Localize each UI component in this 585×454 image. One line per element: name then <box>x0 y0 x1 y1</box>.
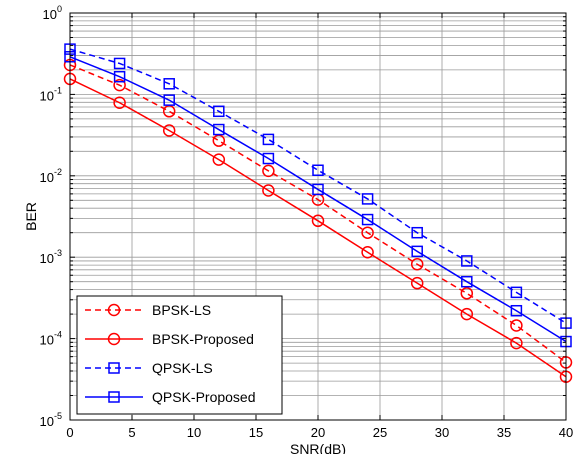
y-tick-base: 10 <box>40 170 54 185</box>
y-tick-base: 10 <box>43 7 57 22</box>
series-line <box>69 56 567 343</box>
legend-item: QPSK-LS <box>85 360 213 376</box>
data-point <box>460 287 474 300</box>
y-tick-label: 10-4 <box>40 330 62 348</box>
data-point <box>312 164 324 176</box>
y-tick-label: 10-5 <box>40 411 62 429</box>
data-point <box>361 246 374 259</box>
x-tick-label: 0 <box>66 425 73 440</box>
data-point <box>213 105 225 118</box>
x-axis-label: SNR(dB) <box>290 441 346 454</box>
x-tick-label: 30 <box>435 425 449 440</box>
data-point <box>113 96 126 109</box>
x-tick-label: 5 <box>128 425 135 440</box>
legend-label: BPSK-Proposed <box>152 331 254 347</box>
data-point <box>510 336 523 350</box>
legend-marker <box>107 303 121 317</box>
data-point <box>410 276 424 290</box>
legend-box <box>76 295 283 415</box>
data-point <box>460 307 474 321</box>
legend-label: QPSK-LS <box>152 360 213 376</box>
series-bpsk-ls <box>63 58 573 369</box>
data-point <box>411 245 423 258</box>
plot-border <box>69 12 567 421</box>
y-tick-exponent: -5 <box>54 411 62 421</box>
data-point <box>510 286 523 299</box>
y-tick-label: 10-3 <box>40 248 62 266</box>
data-point <box>262 184 275 197</box>
y-tick-label: 10-2 <box>40 167 62 185</box>
y-tick-exponent: -3 <box>54 248 62 258</box>
legend-label: BPSK-LS <box>152 302 211 318</box>
x-tick-label: 25 <box>373 425 387 440</box>
data-point <box>212 153 226 166</box>
data-point <box>213 123 225 136</box>
data-point <box>361 193 374 205</box>
data-point <box>510 319 523 332</box>
legend-marker <box>107 332 121 346</box>
y-tick-label: 10-1 <box>40 85 62 103</box>
legend-item: BPSK-LS <box>85 302 211 318</box>
y-tick-base: 10 <box>40 414 54 429</box>
series-qpsk-ls <box>64 43 572 329</box>
x-tick-label: 15 <box>249 425 263 440</box>
y-tick-label: 100 <box>43 4 62 22</box>
y-tick-exponent: -2 <box>54 167 62 177</box>
data-point <box>262 133 275 146</box>
data-point <box>461 275 473 288</box>
data-point <box>411 226 423 239</box>
legend-item: BPSK-Proposed <box>85 331 254 347</box>
series-qpsk-proposed <box>64 51 572 348</box>
legend-marker <box>108 362 120 374</box>
data-point <box>262 164 275 178</box>
y-tick-exponent: -1 <box>54 85 62 95</box>
series-bpsk-proposed <box>63 72 573 383</box>
y-tick-exponent: -4 <box>54 330 62 340</box>
data-point <box>461 255 473 267</box>
y-tick-base: 10 <box>40 251 54 266</box>
data-point <box>361 213 374 226</box>
data-point <box>113 57 126 70</box>
data-point <box>162 124 176 137</box>
y-tick-base: 10 <box>40 88 54 103</box>
data-point <box>311 214 325 228</box>
y-axis-label: BER <box>23 202 39 231</box>
x-tick-label: 10 <box>187 425 201 440</box>
data-point <box>410 257 424 271</box>
legend-marker <box>108 391 120 403</box>
series-line <box>69 48 567 324</box>
data-point <box>312 183 324 196</box>
y-tick-exponent: 0 <box>57 4 62 14</box>
data-point <box>113 78 126 92</box>
legend: BPSK-LS BPSK-Proposed QPSK-LS QPSK-Proposed <box>76 295 283 415</box>
data-point <box>163 78 175 90</box>
data-point <box>163 94 175 106</box>
data-point <box>262 152 275 165</box>
series-layer <box>63 43 573 383</box>
legend-item: QPSK-Proposed <box>85 389 256 405</box>
x-tick-label: 40 <box>559 425 573 440</box>
x-tick-label: 35 <box>497 425 511 440</box>
series-line <box>69 78 567 378</box>
data-point <box>361 226 374 239</box>
data-point <box>113 70 126 83</box>
series-line <box>69 64 567 364</box>
data-point <box>510 304 523 317</box>
x-tick-label: 20 <box>311 425 325 440</box>
y-tick-base: 10 <box>40 333 54 348</box>
legend-label: QPSK-Proposed <box>152 389 256 405</box>
